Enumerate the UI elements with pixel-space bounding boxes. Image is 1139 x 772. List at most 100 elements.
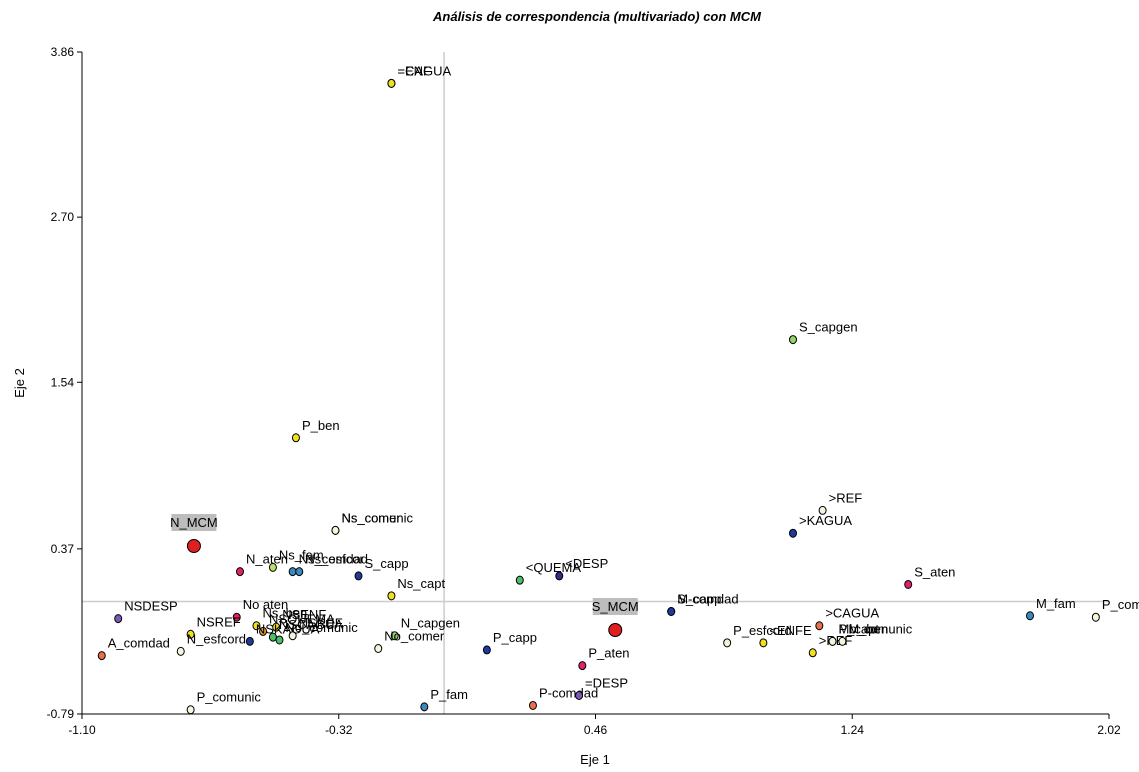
data-point: No_comer: [374, 629, 445, 654]
point-label: NSENF: [282, 607, 326, 622]
point-label: Ns_capt: [397, 576, 445, 591]
y-tick-label: 2.70: [51, 210, 75, 224]
point-label: A_comdad: [108, 636, 170, 651]
data-point: N_esfcord: [176, 631, 246, 656]
point-label: Ns_comdad: [299, 552, 368, 567]
highlight-label-box: [171, 514, 217, 532]
point-marker: [331, 525, 340, 535]
point-label: P_esfcord: [733, 623, 792, 638]
point-label: No aten: [243, 597, 289, 612]
point-marker: [789, 335, 797, 345]
data-point: >CAGUA: [815, 606, 879, 631]
point-marker: [354, 571, 363, 581]
point-marker: [555, 571, 564, 581]
data-point: =CAGUA: [387, 63, 452, 88]
x-axis-label: Eje 1: [580, 752, 610, 767]
point-marker: [578, 661, 587, 671]
point-marker: [759, 638, 768, 648]
point-label: Ns_comunic: [341, 510, 413, 525]
point-label: P_aten: [588, 646, 629, 661]
chart-title: Análisis de correspondencia (multivariad…: [432, 9, 762, 24]
point-label: =CAGUA: [397, 63, 451, 78]
point-marker: [186, 539, 201, 554]
point-marker: [268, 562, 277, 572]
point-marker: [838, 636, 847, 646]
data-point: NSDESP: [114, 599, 178, 624]
data-point: P-comdad: [528, 685, 598, 710]
point-marker: [176, 646, 185, 656]
point-label: NSREF: [197, 614, 241, 629]
data-point: NSCAGUA: [268, 617, 344, 642]
point-marker: [420, 702, 429, 712]
point-label: =DESP: [585, 675, 628, 690]
point-label: P_capt: [839, 621, 880, 636]
y-tick-label: -0.79: [47, 707, 75, 721]
data-point: Ns_esfcor: [295, 552, 364, 577]
point-marker: [275, 635, 284, 645]
point-marker: [482, 645, 491, 655]
data-point: Mb_comunic: [828, 621, 913, 646]
point-label: Ns_comer: [341, 510, 401, 525]
y-axis-label: Eje 2: [12, 368, 27, 398]
data-point: N_capgen: [390, 616, 460, 641]
point-label: NSCAGUA: [279, 617, 344, 632]
data-point: Ns_capt: [387, 576, 445, 601]
x-tick-label: 2.02: [1097, 723, 1121, 737]
data-point: S_aten: [904, 564, 955, 589]
data-point: P_fam: [420, 687, 468, 712]
data-point: <ENFE: [759, 623, 812, 648]
point-label: NSQUEMA: [269, 611, 335, 626]
point-marker: [232, 612, 241, 622]
point-marker: [288, 631, 297, 641]
point-label: M-comdad: [677, 591, 738, 606]
point-marker: [252, 621, 261, 631]
data-point: Ns_fam: [268, 547, 324, 572]
point-label: NSDESP: [124, 599, 177, 614]
data-point: Ns_comdad: [288, 552, 368, 577]
data-points: =ENF=CAGUA S_capgen P_ben >REF >KAGUA N_MCM Ns…: [97, 63, 1139, 715]
data-point: Ns_ben: [252, 606, 307, 631]
y-tick-label: 3.86: [51, 45, 75, 59]
x-tick-label: 0.46: [584, 723, 608, 737]
x-tick-label: 1.24: [841, 723, 865, 737]
y-axis-ticks: -0.79 0.37 1.54 2.70 3.86: [47, 45, 82, 721]
data-point: No_comunic: [275, 620, 358, 645]
point-marker: [236, 567, 244, 577]
point-label: M_fam: [1036, 596, 1076, 611]
data-point: P_esfcord: [723, 623, 792, 648]
point-marker: [815, 621, 824, 631]
point-marker: [828, 636, 837, 646]
data-point: P_ben: [291, 418, 340, 443]
point-marker: [575, 690, 584, 700]
point-label: NSREF: [299, 616, 343, 631]
point-marker: [789, 528, 797, 538]
point-marker: [818, 505, 827, 515]
point-marker: [291, 433, 300, 443]
point-label: >KAGUA: [799, 513, 852, 528]
data-point: NSREF: [288, 616, 343, 641]
point-label: Mb_comunic: [839, 621, 913, 636]
point-label: N_MCM: [170, 515, 218, 530]
point-marker: [515, 575, 524, 585]
point-marker: [288, 567, 297, 577]
point-marker: [114, 614, 123, 624]
point-marker: [1026, 611, 1034, 621]
data-point: =DESP: [575, 675, 628, 700]
data-point: <QUEMA: [515, 560, 581, 585]
point-label: >CAGUA: [825, 606, 879, 621]
data-point: S_capp: [354, 556, 409, 581]
point-marker: [295, 567, 304, 577]
point-marker: [97, 651, 106, 661]
data-point: >REF: [818, 490, 862, 515]
data-point: NSKAGUA: [245, 621, 320, 646]
x-axis-ticks: -1.10 -0.32 0.46 1.24 2.02: [68, 714, 1121, 737]
point-label: P_comer: [1102, 597, 1139, 612]
point-marker: [723, 638, 732, 648]
point-label: No_comer: [384, 629, 445, 644]
point-label: Ns_ben: [262, 606, 307, 621]
highlight-label-box: [592, 598, 638, 616]
data-point: A_comdad: [97, 636, 170, 661]
point-marker: [387, 78, 396, 88]
x-tick-label: -1.10: [68, 723, 96, 737]
